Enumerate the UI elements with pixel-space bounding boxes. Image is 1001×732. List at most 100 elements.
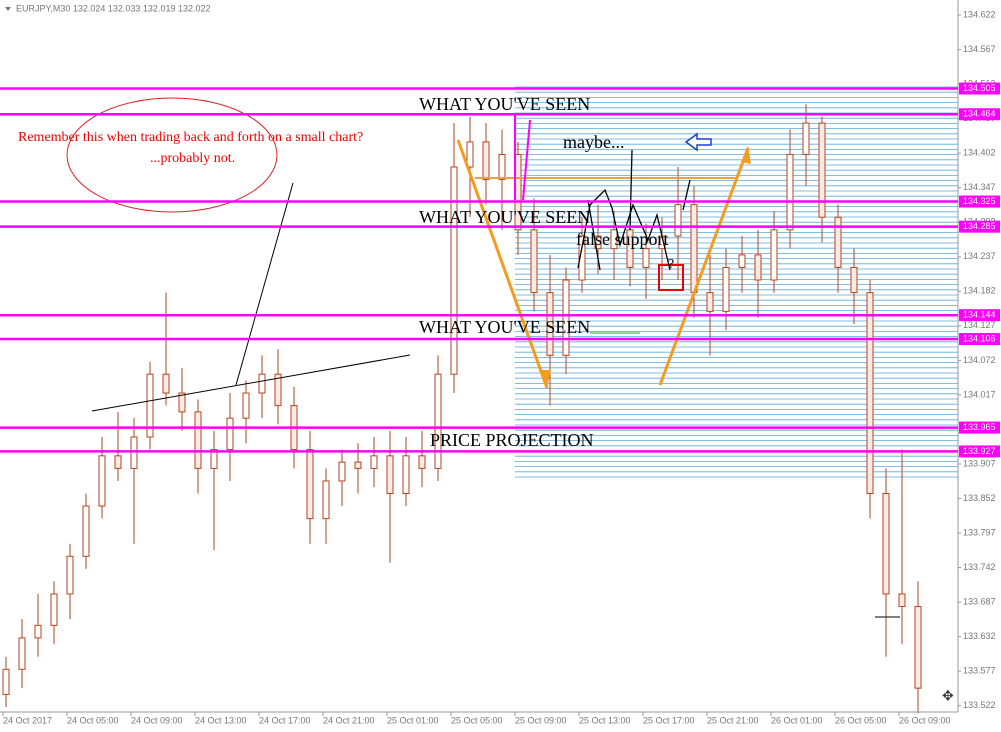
annotation: WHAT YOU'VE SEEN bbox=[419, 94, 590, 114]
candle-body bbox=[66, 555, 74, 595]
y-tick-label: 133.797 bbox=[963, 527, 996, 537]
candle-body bbox=[274, 373, 282, 407]
candle-body bbox=[226, 417, 234, 451]
candle-body bbox=[130, 436, 138, 469]
y-tick-label: 134.237 bbox=[963, 251, 996, 261]
y-tick-label: 134.017 bbox=[963, 389, 996, 399]
y-tick-label: 133.687 bbox=[963, 596, 996, 606]
y-tick-label: 134.072 bbox=[963, 355, 996, 365]
candle-body bbox=[306, 449, 314, 520]
level-label: 134.505 bbox=[963, 83, 996, 93]
candle-body bbox=[610, 229, 618, 250]
candle-body bbox=[450, 166, 458, 375]
level-label-box bbox=[959, 309, 1000, 322]
annotation: Remember this when trading back and fort… bbox=[18, 130, 363, 145]
x-tick-label: 25 Oct 01:00 bbox=[387, 715, 439, 725]
candle-body bbox=[242, 392, 250, 419]
marker-line bbox=[522, 119, 531, 201]
candle-body bbox=[914, 606, 922, 689]
ellipse bbox=[66, 97, 278, 213]
trend-line bbox=[235, 182, 294, 386]
trend-line bbox=[91, 354, 411, 412]
x-tick-label: 24 Oct 2017 bbox=[3, 715, 52, 725]
x-tick-label: 26 Oct 09:00 bbox=[899, 715, 951, 725]
level-label-box bbox=[959, 82, 1000, 95]
level-label: 134.464 bbox=[963, 109, 996, 119]
x-tick-label: 25 Oct 05:00 bbox=[451, 715, 503, 725]
candle-body bbox=[706, 292, 714, 312]
candle-body bbox=[738, 254, 746, 268]
x-tick-label: 24 Oct 21:00 bbox=[323, 715, 375, 725]
candle-body bbox=[754, 254, 762, 281]
level-label: 134.325 bbox=[963, 196, 996, 206]
candle-body bbox=[690, 204, 698, 294]
candle-body bbox=[418, 455, 426, 469]
candle-body bbox=[818, 122, 826, 218]
y-tick-label: 134.127 bbox=[963, 320, 996, 330]
candle-body bbox=[82, 505, 90, 557]
candle-body bbox=[114, 455, 122, 469]
arrow-head bbox=[541, 370, 551, 388]
candle-body bbox=[466, 141, 474, 168]
candle-body bbox=[866, 292, 874, 495]
candle-body bbox=[370, 455, 378, 469]
candle-body bbox=[546, 292, 554, 356]
y-tick-label: 134.402 bbox=[963, 148, 996, 158]
candle-body bbox=[834, 216, 842, 268]
level-label-box bbox=[959, 108, 1000, 121]
level-label-box bbox=[959, 445, 1000, 458]
candle-body bbox=[722, 266, 730, 312]
candle-body bbox=[18, 637, 26, 670]
annotation: ? bbox=[668, 257, 674, 272]
y-tick-label: 133.577 bbox=[963, 666, 996, 676]
candle-body bbox=[898, 593, 906, 608]
x-tick-label: 24 Oct 09:00 bbox=[131, 715, 183, 725]
annotation: WHAT YOU'VE SEEN bbox=[419, 317, 590, 337]
level-label: 133.965 bbox=[963, 422, 996, 432]
candle-body bbox=[498, 153, 506, 181]
x-tick-label: 24 Oct 05:00 bbox=[67, 715, 119, 725]
highlight-box bbox=[658, 264, 684, 291]
annotation: ...probably not. bbox=[150, 151, 235, 166]
annotation: false support bbox=[576, 229, 668, 249]
scribble bbox=[577, 149, 691, 271]
annotation: PRICE PROJECTION bbox=[430, 430, 594, 450]
candle-body bbox=[674, 204, 682, 237]
y-tick-label: 134.182 bbox=[963, 286, 996, 296]
x-tick-label: 25 Oct 13:00 bbox=[579, 715, 631, 725]
x-tick-label: 24 Oct 13:00 bbox=[195, 715, 247, 725]
x-tick-label: 25 Oct 17:00 bbox=[643, 715, 695, 725]
candle-body bbox=[578, 235, 586, 281]
candle-body bbox=[354, 461, 362, 469]
candle-body bbox=[882, 493, 890, 595]
candle-body bbox=[338, 461, 346, 482]
x-tick-label: 26 Oct 01:00 bbox=[771, 715, 823, 725]
level-label: 133.927 bbox=[963, 446, 996, 456]
candle-body bbox=[850, 266, 858, 294]
y-tick-label: 133.907 bbox=[963, 458, 996, 468]
annotation: maybe... bbox=[563, 132, 624, 152]
y-tick-label: 133.852 bbox=[963, 493, 996, 503]
arrow-head bbox=[741, 146, 751, 164]
x-tick-label: 25 Oct 21:00 bbox=[707, 715, 759, 725]
x-tick-label: 25 Oct 09:00 bbox=[515, 715, 567, 725]
x-tick-label: 24 Oct 17:00 bbox=[259, 715, 311, 725]
level-label: 134.285 bbox=[963, 221, 996, 231]
y-tick-label: 134.567 bbox=[963, 44, 996, 54]
y-tick-label: 134.622 bbox=[963, 9, 996, 19]
projection-line bbox=[658, 147, 750, 386]
candle-body bbox=[802, 122, 810, 155]
x-tick-label: 26 Oct 05:00 bbox=[835, 715, 887, 725]
candle-body bbox=[210, 449, 218, 469]
candle-body bbox=[786, 153, 794, 231]
level-label: 134.106 bbox=[963, 333, 996, 343]
y-tick-label: 133.522 bbox=[963, 700, 996, 710]
header-icon bbox=[5, 7, 11, 11]
candle-body bbox=[434, 373, 442, 469]
arrow-icon bbox=[684, 132, 712, 152]
level-label-box bbox=[959, 220, 1000, 233]
cursor-icon: ✥ bbox=[942, 688, 954, 704]
